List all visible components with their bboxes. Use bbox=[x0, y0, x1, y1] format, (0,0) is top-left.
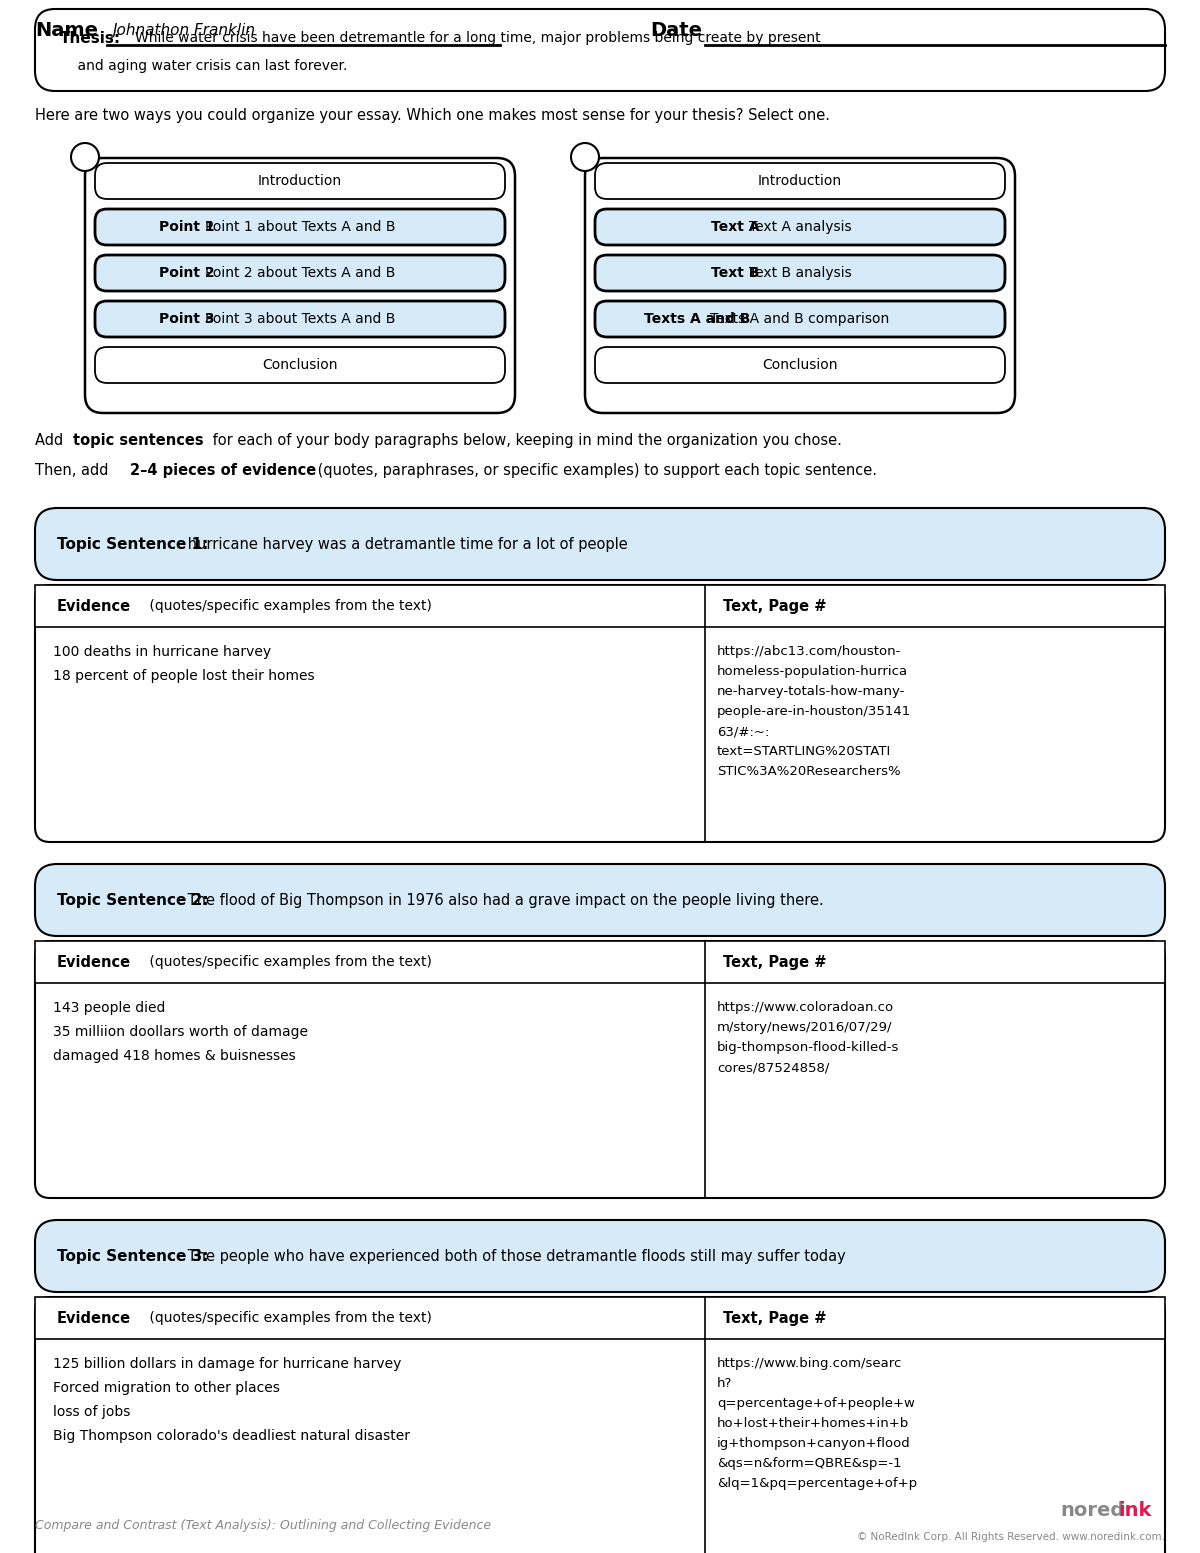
FancyBboxPatch shape bbox=[35, 941, 1165, 1197]
Text: 143 people died
35 milliion doollars worth of damage
damaged 418 homes & buisnes: 143 people died 35 milliion doollars wor… bbox=[53, 1002, 308, 1062]
Text: Text A analysis: Text A analysis bbox=[749, 221, 851, 235]
Text: Conclusion: Conclusion bbox=[762, 359, 838, 373]
FancyBboxPatch shape bbox=[35, 1221, 1165, 1292]
Text: Evidence: Evidence bbox=[58, 598, 131, 613]
FancyBboxPatch shape bbox=[95, 346, 505, 384]
Text: (quotes/specific examples from the text): (quotes/specific examples from the text) bbox=[145, 955, 432, 969]
Text: (quotes, paraphrases, or specific examples) to support each topic sentence.: (quotes, paraphrases, or specific exampl… bbox=[313, 463, 877, 478]
Text: for each of your body paragraphs below, keeping in mind the organization you cho: for each of your body paragraphs below, … bbox=[208, 433, 842, 447]
Text: 2–4 pieces of evidence: 2–4 pieces of evidence bbox=[130, 463, 317, 478]
Text: Then, add: Then, add bbox=[35, 463, 113, 478]
FancyBboxPatch shape bbox=[35, 9, 1165, 92]
FancyBboxPatch shape bbox=[595, 346, 1006, 384]
Text: Add: Add bbox=[35, 433, 68, 447]
FancyBboxPatch shape bbox=[595, 255, 1006, 290]
Bar bbox=[35, 1297, 1165, 1339]
Text: © NoRedInk Corp. All Rights Reserved. www.noredink.com.: © NoRedInk Corp. All Rights Reserved. ww… bbox=[857, 1531, 1165, 1542]
FancyBboxPatch shape bbox=[85, 158, 515, 413]
Text: 125 billion dollars in damage for hurricane harvey
Forced migration to other pla: 125 billion dollars in damage for hurric… bbox=[53, 1357, 410, 1443]
Text: Evidence: Evidence bbox=[58, 1311, 131, 1326]
Text: Conclusion: Conclusion bbox=[263, 359, 337, 373]
Text: nored: nored bbox=[1060, 1500, 1124, 1519]
Text: Johnathon Franklin: Johnathon Franklin bbox=[113, 23, 256, 39]
Text: 100 deaths in hurricane harvey
18 percent of people lost their homes: 100 deaths in hurricane harvey 18 percen… bbox=[53, 644, 314, 683]
Text: https://www.coloradoan.co
m/story/news/2016/07/29/
big-thompson-flood-killed-s
c: https://www.coloradoan.co m/story/news/2… bbox=[718, 1002, 899, 1075]
FancyBboxPatch shape bbox=[35, 508, 1165, 579]
FancyBboxPatch shape bbox=[595, 210, 1006, 245]
Text: The flood of Big Thompson in 1976 also had a grave impact on the people living t: The flood of Big Thompson in 1976 also h… bbox=[182, 893, 823, 907]
FancyBboxPatch shape bbox=[35, 863, 1165, 936]
Text: Text B: Text B bbox=[712, 266, 760, 280]
FancyBboxPatch shape bbox=[95, 210, 505, 245]
Text: Compare and Contrast (Text Analysis): Outlining and Collecting Evidence: Compare and Contrast (Text Analysis): Ou… bbox=[35, 1519, 491, 1531]
Bar bbox=[35, 585, 1165, 627]
Text: Text, Page #: Text, Page # bbox=[722, 1311, 827, 1326]
Text: https://abc13.com/houston-
homeless-population-hurrica
ne-harvey-totals-how-many: https://abc13.com/houston- homeless-popu… bbox=[718, 644, 911, 778]
Circle shape bbox=[71, 143, 98, 171]
Text: Introduction: Introduction bbox=[258, 174, 342, 188]
Text: (quotes/specific examples from the text): (quotes/specific examples from the text) bbox=[145, 1311, 432, 1325]
Text: Texts A and B: Texts A and B bbox=[644, 312, 750, 326]
Text: Point 3 about Texts A and B: Point 3 about Texts A and B bbox=[205, 312, 395, 326]
Text: Point 2: Point 2 bbox=[158, 266, 215, 280]
Text: The people who have experienced both of those detramantle floods still may suffe: The people who have experienced both of … bbox=[182, 1249, 846, 1264]
Text: Topic Sentence 2:: Topic Sentence 2: bbox=[58, 893, 209, 907]
FancyBboxPatch shape bbox=[35, 585, 1165, 842]
Circle shape bbox=[571, 143, 599, 171]
Text: Date: Date bbox=[650, 22, 702, 40]
Bar bbox=[35, 941, 1165, 983]
Text: While water crisis have been detremantle for a long time, major problems being c: While water crisis have been detremantle… bbox=[134, 31, 821, 45]
Text: https://www.bing.com/searc
h?
q=percentage+of+people+w
ho+lost+their+homes+in+b
: https://www.bing.com/searc h? q=percenta… bbox=[718, 1357, 917, 1489]
Text: Texts A and B comparison: Texts A and B comparison bbox=[710, 312, 889, 326]
FancyBboxPatch shape bbox=[595, 301, 1006, 337]
Text: Thesis:: Thesis: bbox=[60, 31, 121, 47]
Text: Topic Sentence 1:: Topic Sentence 1: bbox=[58, 536, 209, 551]
Text: (quotes/specific examples from the text): (quotes/specific examples from the text) bbox=[145, 599, 432, 613]
Text: Point 2 about Texts A and B: Point 2 about Texts A and B bbox=[205, 266, 395, 280]
Text: hurricane harvey was a detramantle time for a lot of people: hurricane harvey was a detramantle time … bbox=[182, 536, 628, 551]
Text: Introduction: Introduction bbox=[758, 174, 842, 188]
Text: Here are two ways you could organize your essay. Which one makes most sense for : Here are two ways you could organize you… bbox=[35, 109, 830, 123]
Text: Point 1 about Texts A and B: Point 1 about Texts A and B bbox=[205, 221, 395, 235]
FancyBboxPatch shape bbox=[95, 163, 505, 199]
Text: Text, Page #: Text, Page # bbox=[722, 598, 827, 613]
Text: topic sentences: topic sentences bbox=[73, 433, 204, 447]
FancyBboxPatch shape bbox=[586, 158, 1015, 413]
Text: Name: Name bbox=[35, 22, 98, 40]
Text: Text A: Text A bbox=[710, 221, 760, 235]
Text: Text, Page #: Text, Page # bbox=[722, 955, 827, 969]
FancyBboxPatch shape bbox=[95, 301, 505, 337]
Text: Topic Sentence 3:: Topic Sentence 3: bbox=[58, 1249, 209, 1264]
Text: Point 1: Point 1 bbox=[158, 221, 215, 235]
FancyBboxPatch shape bbox=[35, 1297, 1165, 1553]
FancyBboxPatch shape bbox=[595, 163, 1006, 199]
Text: and aging water crisis can last forever.: and aging water crisis can last forever. bbox=[60, 59, 347, 73]
Text: ink: ink bbox=[1118, 1500, 1151, 1519]
Text: Evidence: Evidence bbox=[58, 955, 131, 969]
FancyBboxPatch shape bbox=[95, 255, 505, 290]
Text: Text B analysis: Text B analysis bbox=[749, 266, 851, 280]
Text: Point 3: Point 3 bbox=[158, 312, 215, 326]
